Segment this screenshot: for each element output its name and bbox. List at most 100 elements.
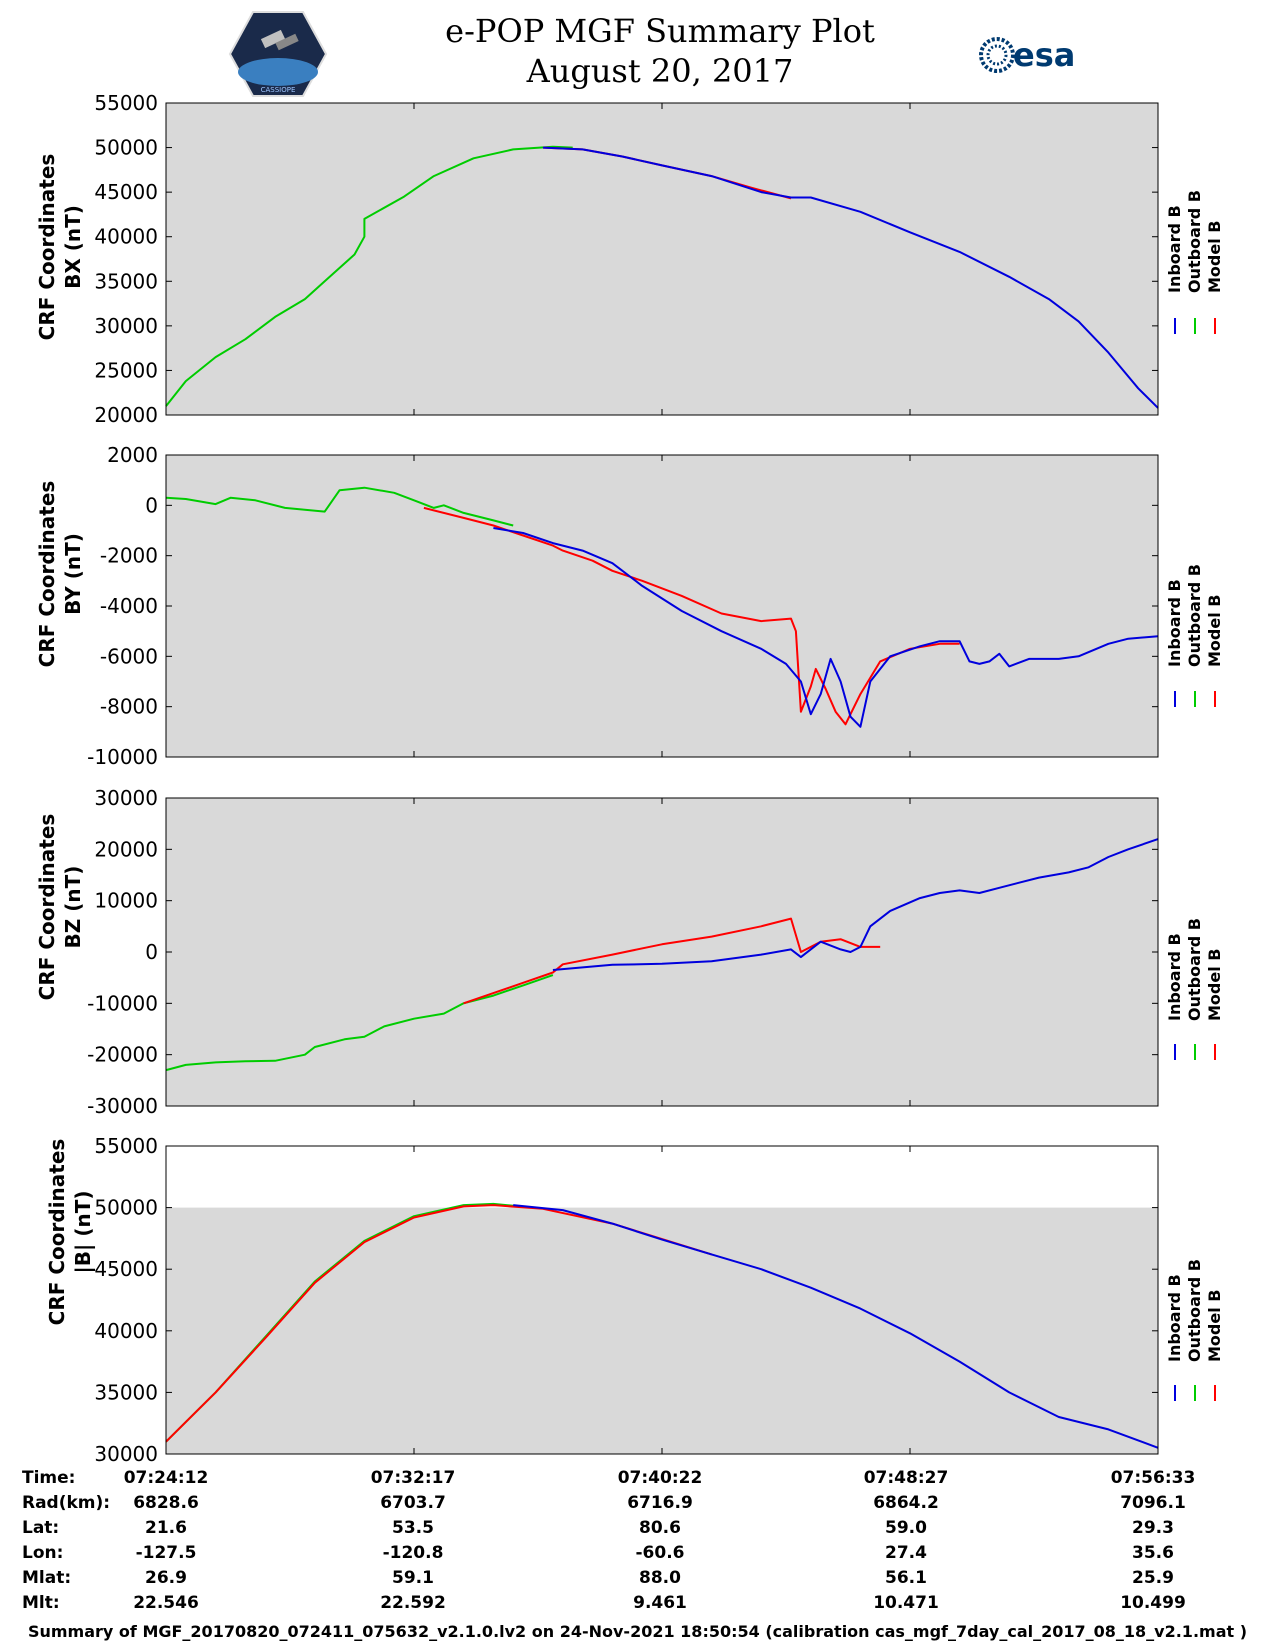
ephemeris-value: 10.499 <box>1120 1593 1186 1613</box>
y-tick-label: -2000 <box>100 544 158 568</box>
y-tick-label: -10000 <box>87 991 158 1015</box>
legend-model-label: Model B <box>1205 1289 1224 1362</box>
y-tick-label: 40000 <box>94 1319 158 1343</box>
ephemeris-value: 56.1 <box>885 1568 927 1588</box>
y-tick-label: 30000 <box>94 1442 158 1466</box>
legend-model-label: Model B <box>1205 948 1224 1021</box>
ephemeris-value: 21.6 <box>145 1518 187 1538</box>
y-tick-label: 35000 <box>94 269 158 293</box>
ephemeris-value: 59.0 <box>885 1518 927 1538</box>
ephemeris-value: 07:24:12 <box>123 1468 209 1488</box>
plot-date: August 20, 2017 <box>526 52 794 90</box>
series-line-model-b <box>165 1204 712 1443</box>
legend-inboard-label: Inboard B <box>1165 1274 1184 1362</box>
ylabel-bmag: CRF Coordinates |B| (nT) <box>44 1132 96 1332</box>
plot-shade-bmag <box>166 1207 1158 1454</box>
y-tick-label: 55000 <box>94 91 158 115</box>
ylabel-by: CRF Coordinates BY (nT) <box>34 474 86 674</box>
ephemeris-value: 07:56:33 <box>1110 1468 1196 1488</box>
ephemeris-value: 22.592 <box>380 1593 446 1613</box>
ephemeris-value: 26.9 <box>145 1568 187 1588</box>
ephemeris-value: 07:40:22 <box>617 1468 703 1488</box>
ephemeris-value: 7096.1 <box>1120 1493 1186 1513</box>
ylabel-bz-line2: BZ (nT) <box>61 865 85 949</box>
series-line-inboard-b <box>542 146 1159 409</box>
y-tick-label: 50000 <box>94 136 158 160</box>
y-tick-label: 25000 <box>94 358 158 382</box>
series-line-inboard-b <box>493 527 1159 728</box>
series-line-outboard-b <box>165 486 514 527</box>
ephemeris-label-mlt: Mlt: <box>22 1593 60 1613</box>
ylabel-by-line2: BY (nT) <box>61 533 85 615</box>
ephemeris-value: 35.6 <box>1132 1543 1174 1563</box>
y-tick-label: 55000 <box>94 1134 158 1158</box>
y-tick-label: 2000 <box>107 443 158 467</box>
series-line-outboard-b <box>165 145 573 407</box>
ephemeris-value: 22.546 <box>133 1593 199 1613</box>
legend-outboard-label: Outboard B <box>1185 190 1204 293</box>
legend-inboard-label: Inboard B <box>1165 933 1184 1021</box>
ephemeris-value: 6716.9 <box>627 1493 693 1513</box>
legend-inboard-label: Inboard B <box>1165 205 1184 293</box>
ephemeris-value: 6703.7 <box>380 1493 446 1513</box>
y-tick-label: -10000 <box>87 745 158 769</box>
ephemeris-label-lat: Lat: <box>22 1518 60 1538</box>
ephemeris-value: 6828.6 <box>133 1493 199 1513</box>
plot-shade-bx <box>166 103 1158 415</box>
series-line-inboard-b <box>513 1204 1159 1449</box>
y-tick-label: 30000 <box>94 786 158 810</box>
plot-shade-bz <box>166 798 1158 1106</box>
ephemeris-value: 88.0 <box>639 1568 681 1588</box>
ephemeris-label-lon: Lon: <box>22 1543 64 1563</box>
ephemeris-value: 80.6 <box>639 1518 681 1538</box>
ephemeris-label-rad: Rad(km): <box>22 1493 111 1513</box>
legend-inboard-label: Inboard B <box>1165 579 1184 667</box>
y-tick-label: -8000 <box>100 695 158 719</box>
y-tick-label: 35000 <box>94 1380 158 1404</box>
y-tick-label: -4000 <box>100 594 158 618</box>
y-tick-label: 10000 <box>94 889 158 913</box>
y-tick-label: -30000 <box>87 1094 158 1118</box>
series-line-model-b <box>423 506 960 726</box>
ephemeris-value: 53.5 <box>392 1518 434 1538</box>
y-tick-label: 45000 <box>94 1257 158 1281</box>
series-line-model-b <box>463 917 881 1005</box>
y-tick-label: 30000 <box>94 314 158 338</box>
cassiope-logo-text: CASSIOPE <box>261 86 296 94</box>
legend-model-label: Model B <box>1205 594 1224 667</box>
ylabel-bmag-line2: |B| (nT) <box>71 1190 95 1274</box>
ephemeris-value: 29.3 <box>1132 1518 1174 1538</box>
legend-outboard-label: Outboard B <box>1185 564 1204 667</box>
y-tick-label: 20000 <box>94 403 158 427</box>
footer-caption: Summary of MGF_20170820_072411_075632_v2… <box>27 1622 1248 1641</box>
y-tick-label: 40000 <box>94 225 158 249</box>
esa-logo-text: esa <box>1013 36 1075 74</box>
ephemeris-value: 10.471 <box>873 1593 939 1613</box>
ephemeris-value: -127.5 <box>135 1543 197 1563</box>
ephemeris-value: 27.4 <box>885 1543 927 1563</box>
y-tick-label: 45000 <box>94 180 158 204</box>
ylabel-bx: CRF Coordinates BX (nT) <box>34 147 86 347</box>
ylabel-bx-line1: CRF Coordinates <box>35 153 59 341</box>
ephemeris-label-time: Time: <box>22 1468 76 1488</box>
ephemeris-value: 07:32:17 <box>370 1468 456 1488</box>
ephemeris-value: 6864.2 <box>873 1493 939 1513</box>
ylabel-bx-line2: BX (nT) <box>61 205 85 289</box>
ephemeris-label-mlat: Mlat: <box>22 1568 72 1588</box>
cassiope-satellite-logo: CASSIOPE <box>228 11 328 97</box>
ylabel-bz-line1: CRF Coordinates <box>35 813 59 1001</box>
ylabel-by-line1: CRF Coordinates <box>35 480 59 668</box>
series-line-outboard-b <box>165 974 554 1072</box>
y-tick-label: -6000 <box>100 644 158 668</box>
legend-outboard-label: Outboard B <box>1185 918 1204 1021</box>
ylabel-bmag-line1: CRF Coordinates <box>45 1138 69 1326</box>
ephemeris-value: 07:48:27 <box>863 1468 949 1488</box>
ylabel-bz: CRF Coordinates BZ (nT) <box>34 807 86 1007</box>
y-tick-label: -20000 <box>87 1043 158 1067</box>
esa-logo: esa <box>979 36 1075 74</box>
y-tick-label: 0 <box>145 940 158 964</box>
ephemeris-value: 25.9 <box>1132 1568 1174 1588</box>
series-line-inboard-b <box>552 838 1159 971</box>
